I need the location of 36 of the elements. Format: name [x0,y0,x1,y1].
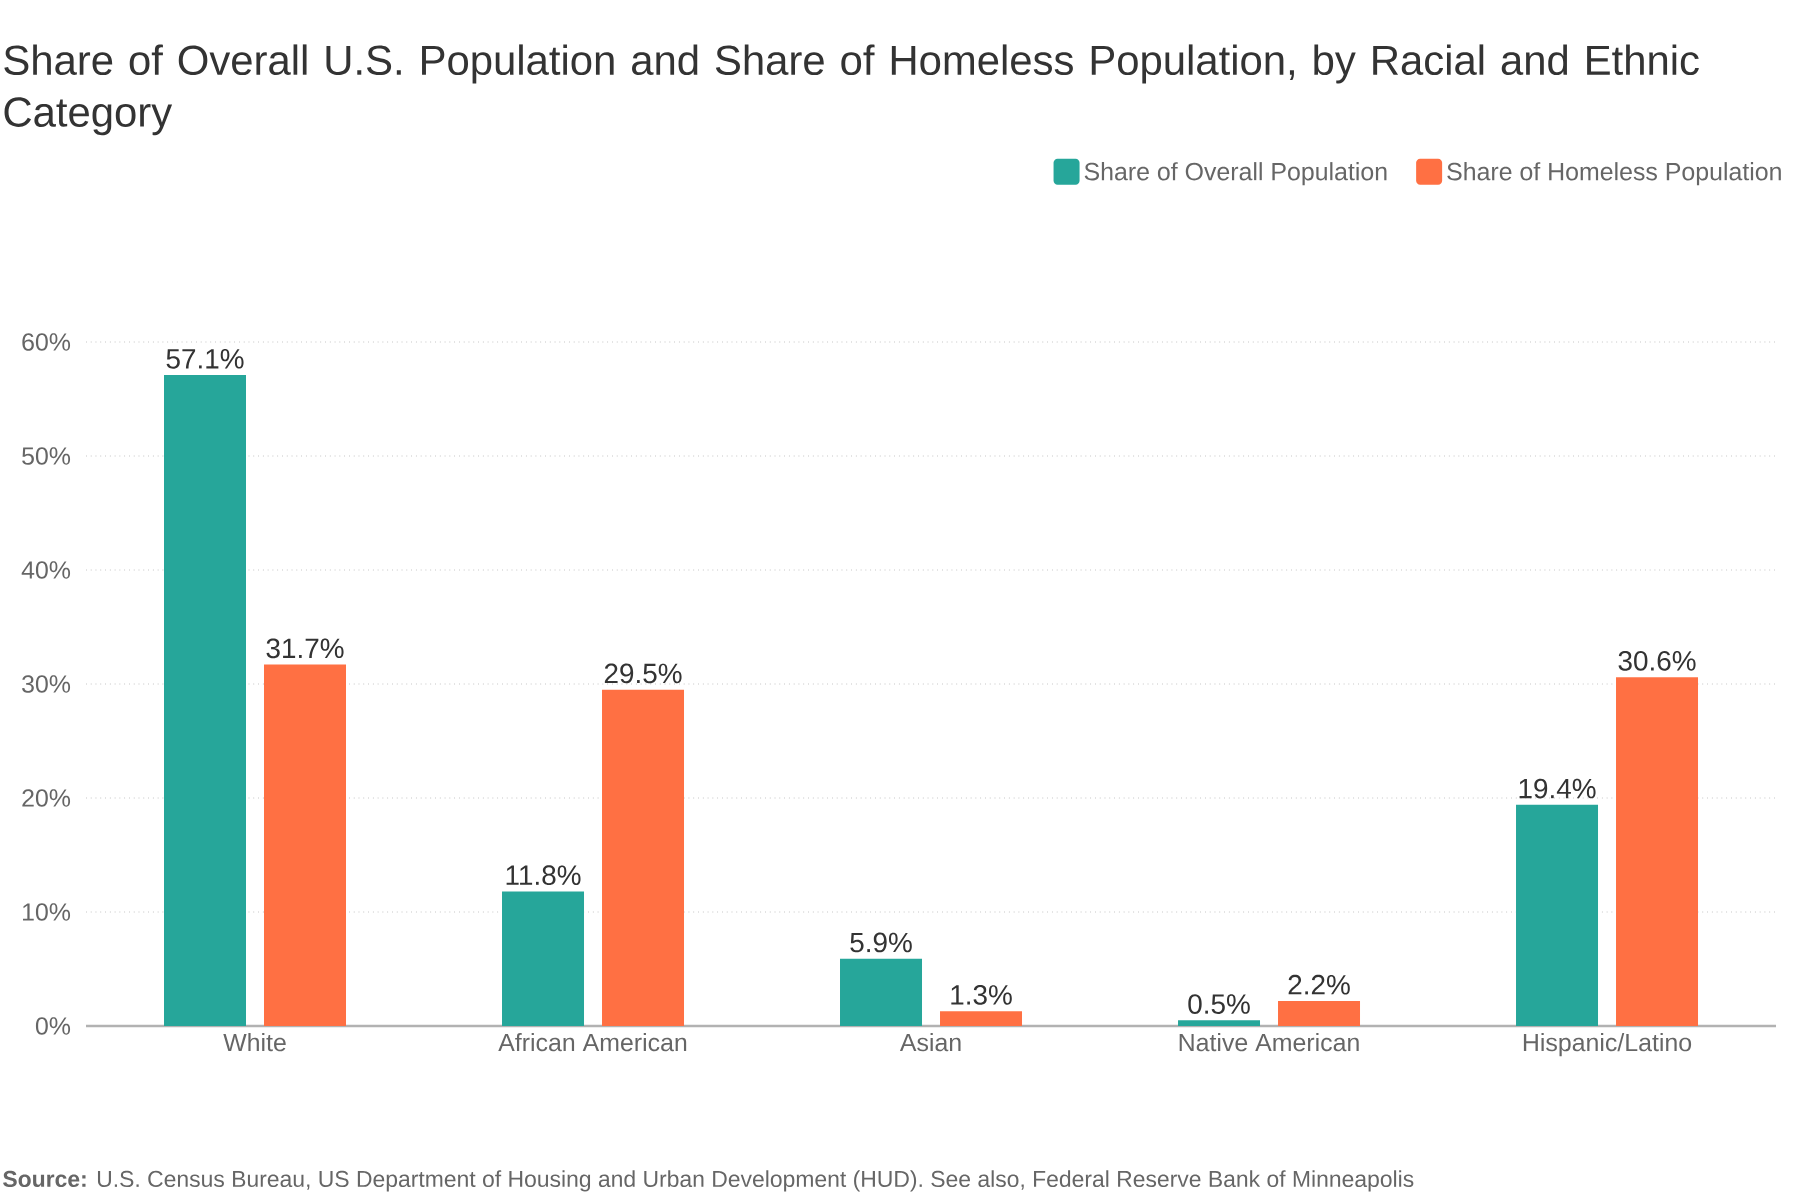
bar [1616,677,1699,1026]
data-label: 11.8% [506,865,581,886]
legend-label: Share of Overall Population [1084,162,1387,186]
y-tick-label: 30% [22,675,71,693]
bar [502,891,585,1026]
bar [940,1011,1023,1026]
legend-label: Share of Homeless Population [1447,162,1781,186]
chart-title: Share of Overall U.S. Population and Share of Homeless Population, by Racial and Ethnic Category [4,44,1699,136]
data-label: 29.5% [604,663,682,684]
data-label: 0.5% [1188,994,1250,1014]
bar [1516,804,1599,1026]
data-label: 19.4% [1519,778,1596,799]
bar [602,689,685,1026]
x-tick-label: Hispanic/Latino [1523,1033,1692,1057]
bar [164,375,246,1026]
y-tick-label: 50% [22,447,71,465]
bar [1278,1000,1361,1026]
data-label: 31.7% [266,638,344,659]
text: Source: U.S. Census Bureau, US Department of Housing and Urban Development (HUD). See also, Federal Reserve Bank of Minneapolis [3,1170,1414,1192]
data-label: 57.1% [166,349,244,369]
y-tick-label: 10% [23,903,71,921]
data-label: 5.9% [850,932,912,953]
data-label: 1.3% [951,985,1012,1005]
x-tick-label: Native American [1179,1033,1359,1052]
data-label: 30.6% [1618,650,1696,671]
x-tick-label: White [223,1033,286,1052]
data-label: 2.2% [1288,974,1350,995]
y-tick-label: 40% [21,561,71,579]
y-tick-label: 20% [22,789,71,807]
y-tick-label: 60% [22,333,71,351]
bar [840,958,923,1026]
y-tick-label: 0% [35,1017,71,1035]
bar [1178,1020,1261,1026]
bar [264,664,346,1026]
x-tick-label: African American [498,1033,687,1052]
x-tick-label: Asian [899,1033,961,1052]
